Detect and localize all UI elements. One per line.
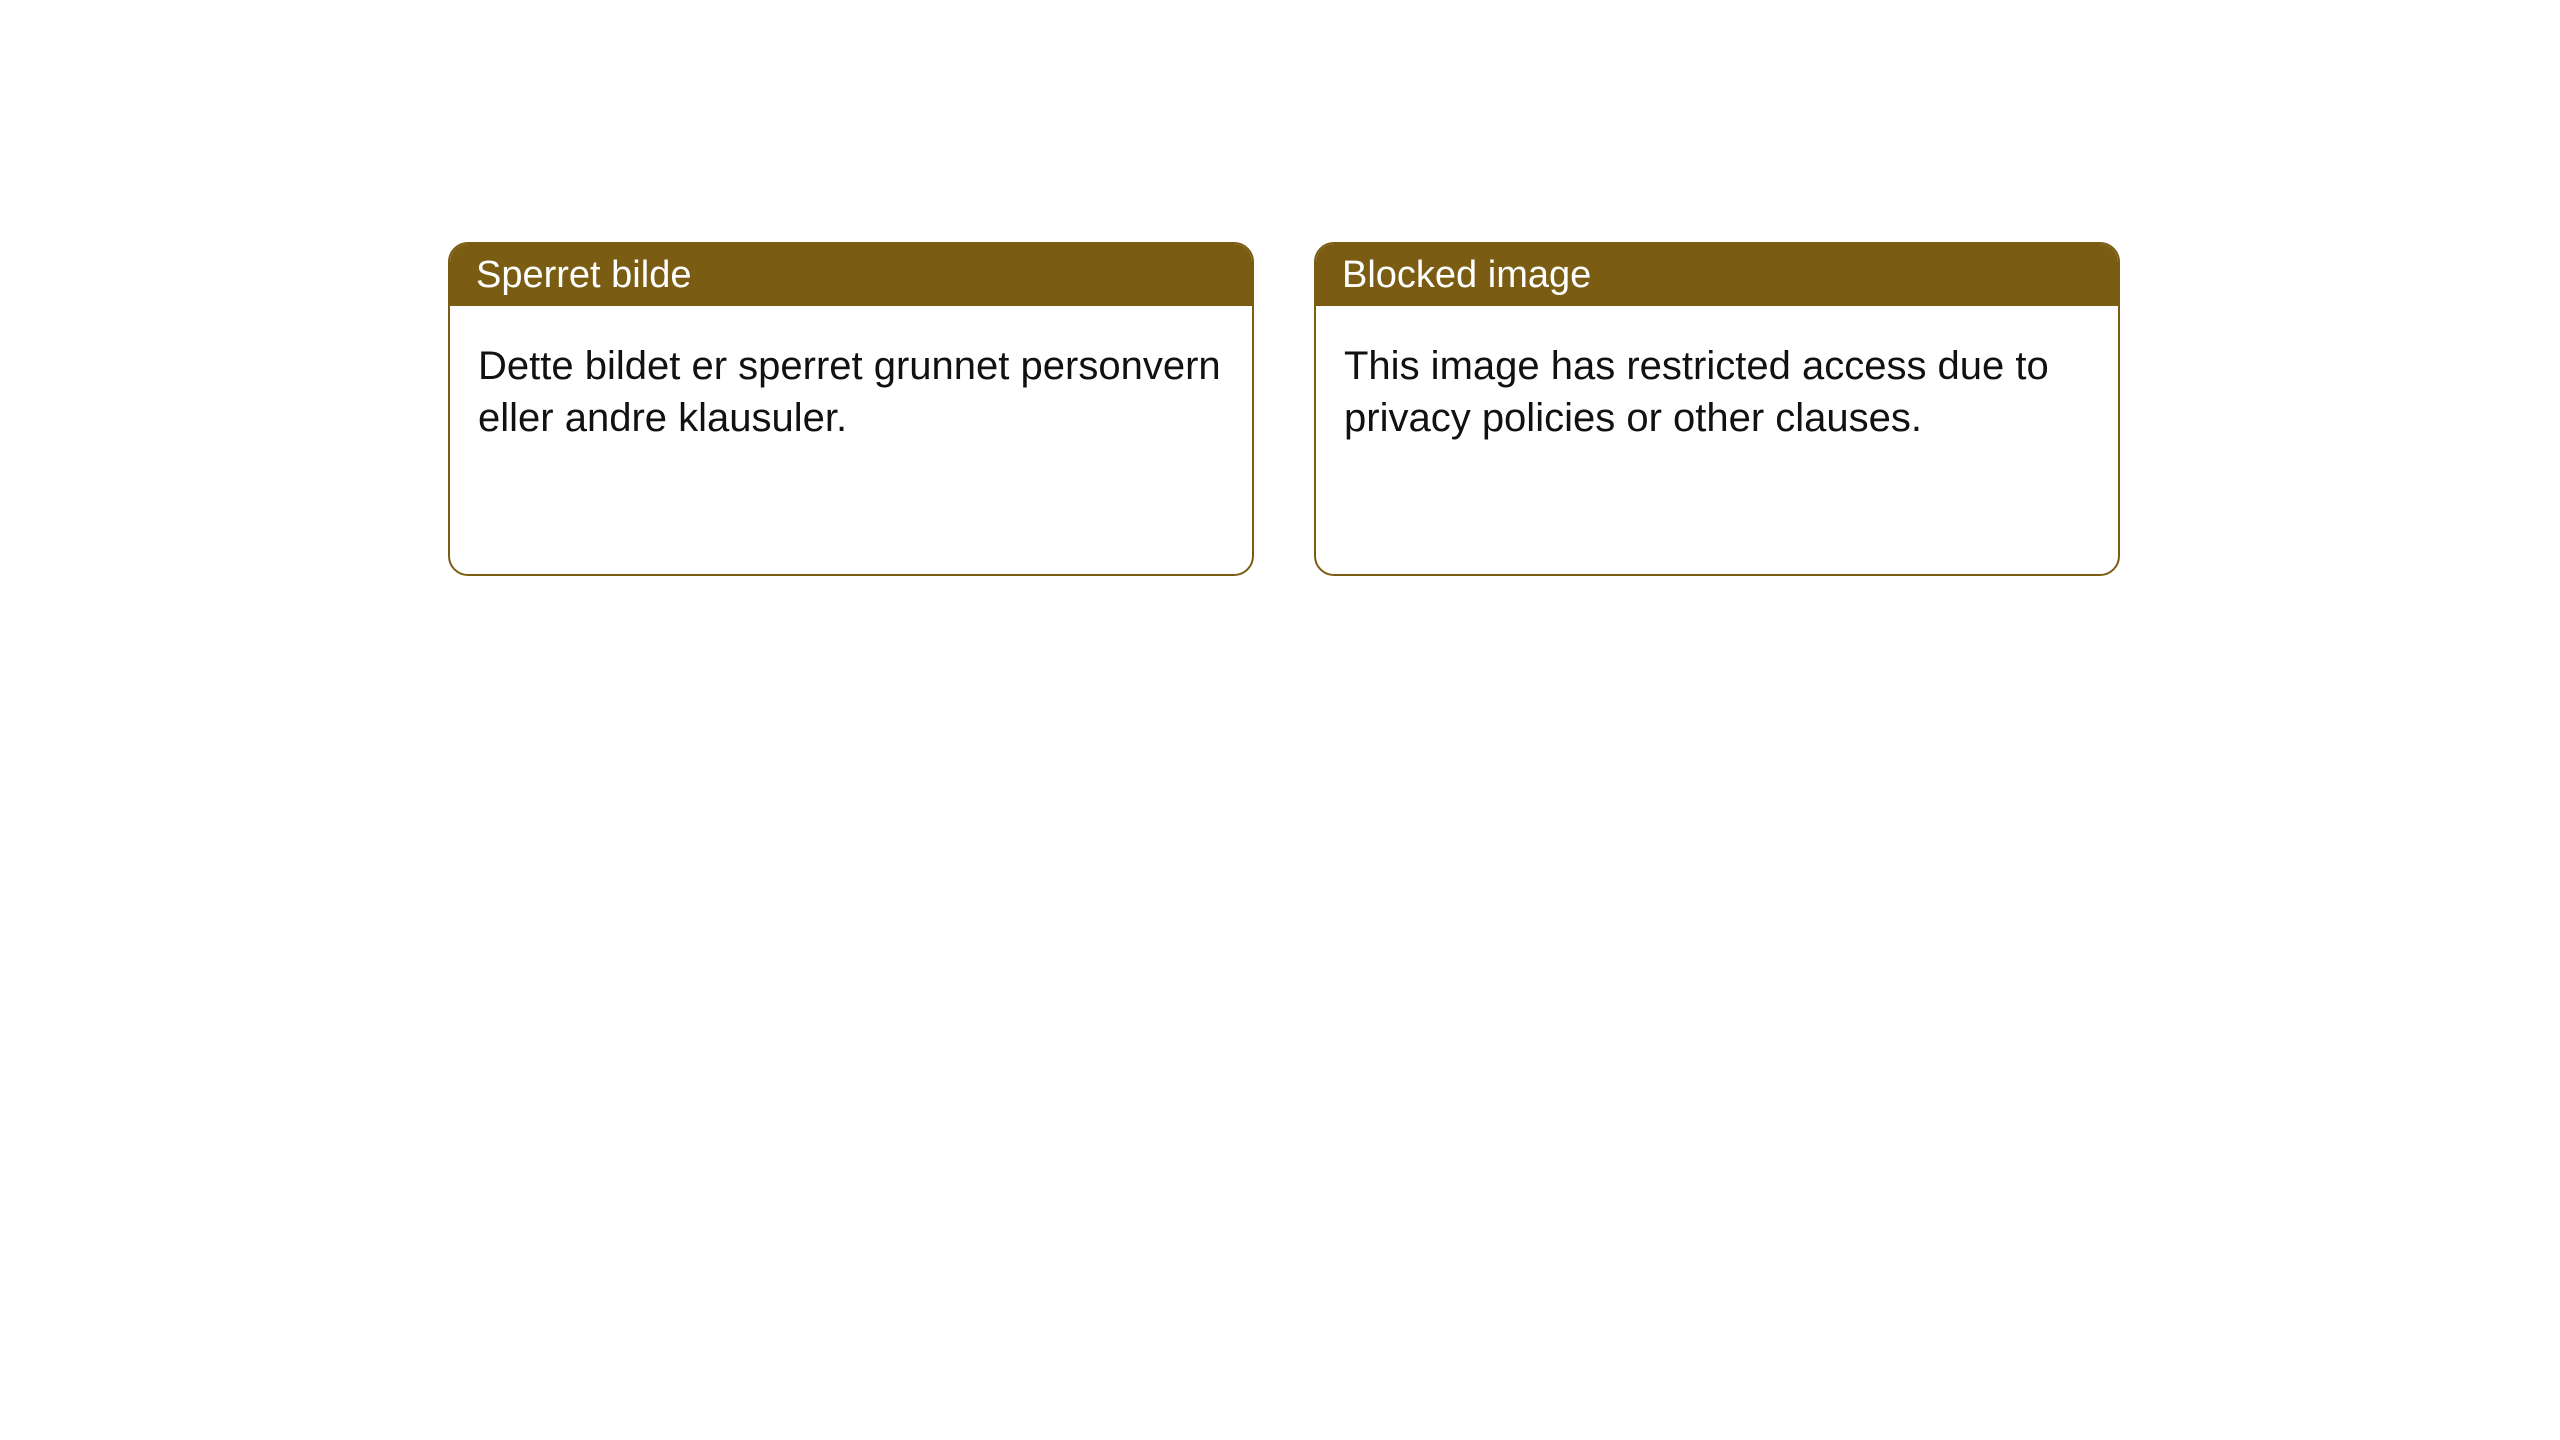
card-header-text: Blocked image [1342, 254, 1591, 297]
notice-container: Sperret bilde Dette bildet er sperret gr… [0, 0, 2560, 576]
card-header: Blocked image [1316, 244, 2118, 306]
card-body-text: Dette bildet er sperret grunnet personve… [478, 344, 1221, 440]
card-body: This image has restricted access due to … [1316, 306, 2118, 478]
card-header: Sperret bilde [450, 244, 1252, 306]
notice-card-english: Blocked image This image has restricted … [1314, 242, 2120, 576]
card-header-text: Sperret bilde [476, 254, 691, 297]
card-body: Dette bildet er sperret grunnet personve… [450, 306, 1252, 478]
card-body-text: This image has restricted access due to … [1344, 344, 2049, 440]
notice-card-norwegian: Sperret bilde Dette bildet er sperret gr… [448, 242, 1254, 576]
